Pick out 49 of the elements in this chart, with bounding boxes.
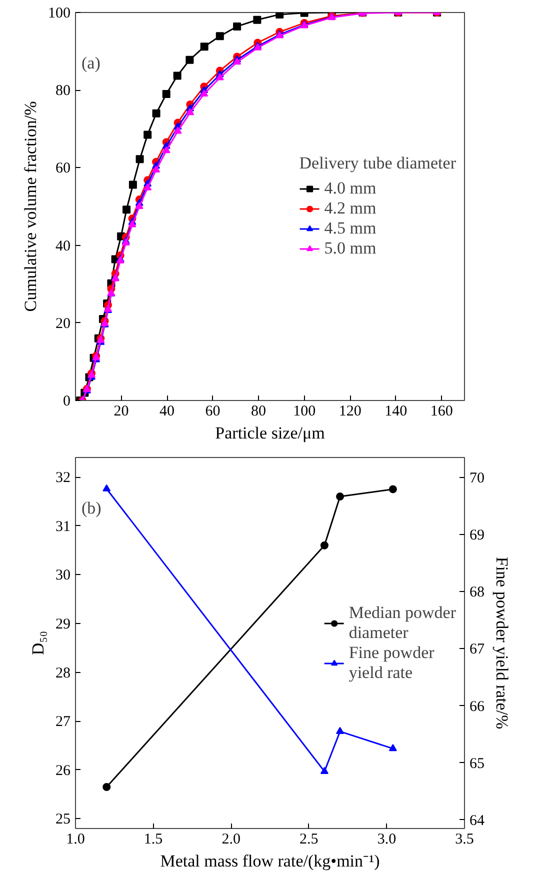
x-tick-label: 1.5 xyxy=(144,832,163,848)
annotation: (b) xyxy=(82,498,102,518)
y-tick-label: 0 xyxy=(63,394,70,410)
x-tick-label: 60 xyxy=(205,404,220,420)
x-tick-label: 80 xyxy=(251,404,266,420)
y2-tick-label: 68 xyxy=(470,584,484,601)
legend-label: Median powder diameter xyxy=(348,602,456,642)
y-tick-label: 20 xyxy=(56,316,70,332)
y-tick-label: 80 xyxy=(56,83,70,100)
x-axis-title: Metal mass flow rate/(kg•min⁻¹) xyxy=(160,852,380,870)
x-tick-label: 3.5 xyxy=(455,832,474,848)
x-tick-label: 2.5 xyxy=(300,832,318,848)
legend-label: 5.0 mm xyxy=(324,238,376,258)
y-tick-label: 29 xyxy=(56,616,70,632)
legend-label: 4.2 mm xyxy=(324,198,376,218)
y2-tick-label: 64 xyxy=(470,812,485,829)
x-tick-label: 100 xyxy=(293,404,316,420)
y-axis-title: D₅₀ xyxy=(28,630,48,656)
y-tick-label: 27 xyxy=(56,714,71,730)
y-tick-label: 40 xyxy=(56,238,70,254)
y-tick-label: 32 xyxy=(56,470,70,486)
y-tick-label: 31 xyxy=(56,518,70,535)
y-tick-label: 100 xyxy=(48,6,70,22)
y2-axis-title: Fine powder yield rate/% xyxy=(492,556,512,730)
legend-title: Delivery tube diameter xyxy=(299,154,456,174)
y-tick-label: 60 xyxy=(56,160,70,177)
x-tick-label: 140 xyxy=(384,404,408,420)
y-tick-label: 26 xyxy=(56,762,71,779)
y-tick-label: 25 xyxy=(56,812,70,828)
x-tick-label: 120 xyxy=(338,404,362,420)
y2-tick-label: 65 xyxy=(470,756,484,772)
x-tick-label: 160 xyxy=(430,404,453,420)
y2-tick-label: 66 xyxy=(470,698,485,715)
y2-tick-label: 70 xyxy=(470,470,484,486)
legend-label: 4.0 mm xyxy=(324,178,376,198)
y-tick-label: 28 xyxy=(56,665,70,682)
legend-label: 4.5 mm xyxy=(324,218,376,238)
x-tick-label: 2.0 xyxy=(222,832,240,848)
legend-label: Fine powder yield rate xyxy=(348,642,434,682)
y2-tick-label: 69 xyxy=(470,528,484,544)
x-tick-label: 3.0 xyxy=(377,832,396,848)
x-tick-label: 20 xyxy=(114,404,129,420)
y2-tick-label: 67 xyxy=(470,642,485,658)
y-axis-title: Cumulative volume fraction/% xyxy=(21,101,40,312)
annotation: (a) xyxy=(82,54,100,72)
y-tick-label: 30 xyxy=(56,568,70,584)
x-axis-title: Particle size/μm xyxy=(215,424,325,442)
x-tick-label: 40 xyxy=(160,404,175,420)
x-tick-label: 1.0 xyxy=(66,832,85,848)
